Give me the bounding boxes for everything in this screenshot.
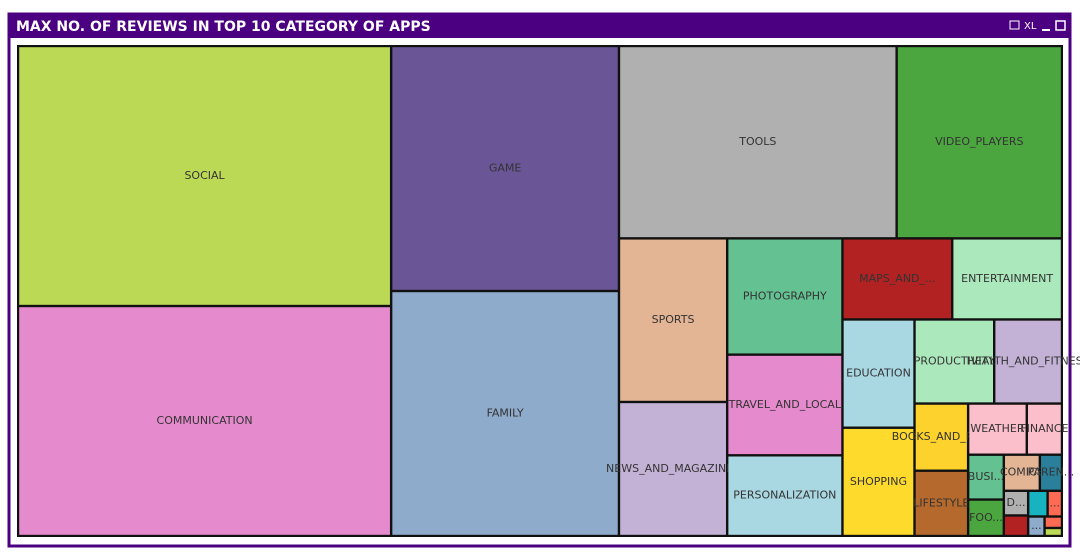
- tile: [1045, 517, 1061, 527]
- tile: [728, 355, 842, 455]
- tile-label: WEATHER: [970, 422, 1024, 435]
- tile-label: COMICS: [1000, 466, 1044, 479]
- tile: [728, 456, 842, 535]
- tile-label: PRODUCTIVITY: [914, 355, 996, 368]
- tile: [19, 47, 390, 305]
- chart-title: MAX NO. OF REVIEWS IN TOP 10 CATEGORY OF…: [16, 19, 431, 35]
- xl-button[interactable]: XL: [1024, 21, 1037, 32]
- tile: [953, 239, 1061, 319]
- tile-label: ...: [1031, 519, 1042, 532]
- tile: [19, 307, 390, 535]
- toolbar: XL: [1009, 20, 1066, 32]
- tile: [969, 455, 1003, 499]
- tile-label: FINANCE: [1020, 422, 1068, 435]
- tile-label: TOOLS: [738, 135, 776, 148]
- tile: [1048, 491, 1061, 516]
- tile-label: HEALTH_AND_FITNESS: [967, 355, 1080, 368]
- tile: [1029, 491, 1047, 516]
- tile: [1045, 529, 1061, 535]
- tile-label: COMMUNICATION: [157, 414, 253, 427]
- tile-label: NEWS_AND_MAGAZINES: [606, 462, 740, 475]
- tile: [392, 47, 618, 290]
- tile-label: SOCIAL: [184, 169, 225, 182]
- tile: [969, 404, 1026, 454]
- tile: [1005, 516, 1027, 535]
- tile: [392, 292, 618, 535]
- tile-label: SPORTS: [652, 313, 695, 326]
- tile-label: EDUCATION: [846, 367, 911, 380]
- title-bar: [9, 14, 1070, 38]
- tile-label: SHOPPING: [850, 475, 907, 488]
- tile: [843, 320, 914, 427]
- tile: [728, 239, 842, 354]
- tile: [1029, 517, 1044, 535]
- tile: [897, 47, 1061, 238]
- tile: [843, 239, 952, 319]
- tile: [1041, 455, 1061, 490]
- tile: [969, 500, 1003, 535]
- tile-label: LIFESTYLE: [913, 496, 969, 509]
- tile-label: PAREN...: [1028, 466, 1075, 479]
- tile-label: BUSI...: [968, 470, 1004, 483]
- print-icon[interactable]: [1009, 20, 1020, 30]
- tile-label: TRAVEL_AND_LOCAL: [728, 398, 842, 411]
- tile-label: D...: [1006, 496, 1025, 509]
- tile: [620, 403, 726, 535]
- tile-label: GAME: [489, 162, 522, 175]
- tile-label: ...: [1050, 497, 1061, 510]
- tile-label: ENTERTAINMENT: [961, 272, 1053, 285]
- tile: [915, 404, 967, 470]
- tile-label: VIDEO_PLAYERS: [935, 135, 1023, 148]
- maximize-button[interactable]: [1055, 20, 1066, 31]
- tile: [995, 320, 1061, 403]
- tile-label: PHOTOGRAPHY: [743, 290, 827, 303]
- tile: [1005, 455, 1039, 490]
- tile: [915, 471, 967, 535]
- tile-label: PERSONALIZATION: [733, 489, 836, 502]
- tile: [1027, 404, 1061, 454]
- tile-label: BOOKS_AND_RE...: [892, 430, 991, 443]
- tile: [620, 239, 726, 401]
- tile: [620, 47, 896, 238]
- tile: [1005, 491, 1027, 515]
- tile: [843, 428, 914, 535]
- tile-label: MAPS_AND_...: [859, 272, 935, 285]
- tile-label: FOO...: [969, 511, 1003, 524]
- tile: [915, 320, 994, 403]
- tile-label: FAMILY: [487, 407, 524, 420]
